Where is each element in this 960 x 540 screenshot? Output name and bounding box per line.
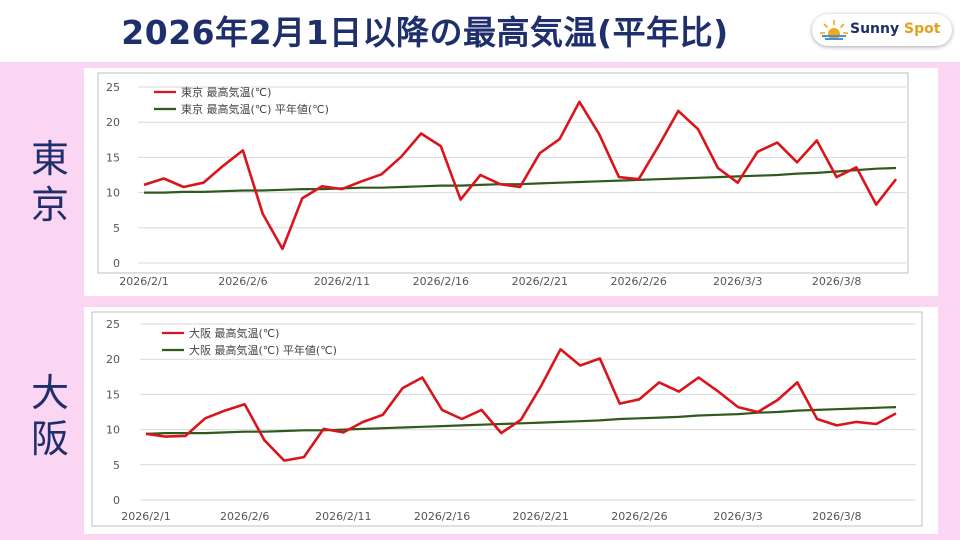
- city-char: 阪: [30, 417, 69, 461]
- x-tick-label: 2026/3/8: [812, 510, 861, 523]
- y-tick-label: 5: [113, 459, 120, 472]
- sun-icon: [820, 20, 848, 40]
- y-tick-label: 20: [106, 353, 120, 366]
- line-chart-osaka: 0 5 10 15 20 25 2026/2/1 2026/2/6 2026/2/11 2026/…: [91, 311, 923, 527]
- y-tick-label: 0: [113, 257, 120, 270]
- x-tick-label: 2026/2/16: [413, 275, 469, 288]
- series-line-normal: [144, 166, 897, 194]
- series-line-actual: [145, 347, 897, 462]
- x-tick-label: 2026/2/21: [513, 510, 569, 523]
- x-tick-label: 2026/2/21: [512, 275, 568, 288]
- sunny-spot-logo: Sunny Spot: [812, 14, 952, 46]
- plot-border: [97, 72, 909, 274]
- city-label-osaka: 大 阪: [30, 370, 70, 462]
- page-title: 2026年2月1日以降の最高気温(平年比): [121, 13, 729, 52]
- legend-label: 東京 最高気温(℃): [181, 85, 271, 99]
- city-char: 東: [30, 137, 69, 181]
- x-tick-label: 2026/2/1: [121, 510, 170, 523]
- x-tick-label: 2026/3/3: [713, 275, 762, 288]
- logo-word-spot: Spot: [903, 21, 941, 37]
- legend-label: 東京 最高気温(℃) 平年値(℃): [181, 102, 329, 116]
- chart-panel-tokyo: 0 5 10 15 20 25 2026/2/1 2026/2/6 2026/2/11 2026/…: [84, 68, 938, 296]
- y-tick-label: 20: [106, 116, 120, 129]
- x-tick-label: 2026/2/11: [314, 275, 370, 288]
- y-tick-label: 10: [106, 187, 120, 200]
- y-tick-label: 15: [106, 388, 120, 401]
- chart-panel-osaka: 0 5 10 15 20 25 2026/2/1 2026/2/6 2026/2/11 2026/…: [84, 307, 938, 534]
- x-tick-label: 2026/2/6: [218, 275, 267, 288]
- series-line-normal: [145, 406, 897, 435]
- x-tick-label: 2026/2/11: [315, 510, 371, 523]
- x-tick-label: 2026/3/8: [812, 275, 861, 288]
- y-tick-label: 10: [106, 424, 120, 437]
- line-chart-tokyo: 0 5 10 15 20 25 2026/2/1 2026/2/6 2026/2/11 2026/…: [97, 72, 909, 288]
- x-tick-label: 2026/2/16: [414, 510, 470, 523]
- y-tick-label: 15: [106, 151, 120, 164]
- x-tick-label: 2026/3/3: [713, 510, 762, 523]
- y-tick-label: 25: [106, 81, 120, 94]
- x-tick-label: 2026/2/26: [611, 510, 667, 523]
- y-tick-label: 25: [106, 318, 120, 331]
- city-char: 大: [30, 371, 69, 415]
- header-bar: 2026年2月1日以降の最高気温(平年比) Sunny Spot: [0, 0, 960, 62]
- y-tick-label: 5: [113, 222, 120, 235]
- x-tick-label: 2026/2/6: [220, 510, 269, 523]
- city-label-tokyo: 東 京: [30, 136, 70, 228]
- city-char: 京: [30, 183, 69, 227]
- x-tick-label: 2026/2/26: [611, 275, 667, 288]
- plot-border: [91, 311, 923, 527]
- logo-word-sunny: Sunny: [850, 21, 900, 37]
- series-line-actual: [143, 100, 898, 251]
- logo-text: Sunny Spot: [850, 21, 940, 37]
- y-tick-label: 0: [113, 494, 120, 507]
- x-tick-label: 2026/2/1: [119, 275, 168, 288]
- legend-label: 大阪 最高気温(℃): [189, 326, 279, 340]
- legend-label: 大阪 最高気温(℃) 平年値(℃): [189, 343, 337, 357]
